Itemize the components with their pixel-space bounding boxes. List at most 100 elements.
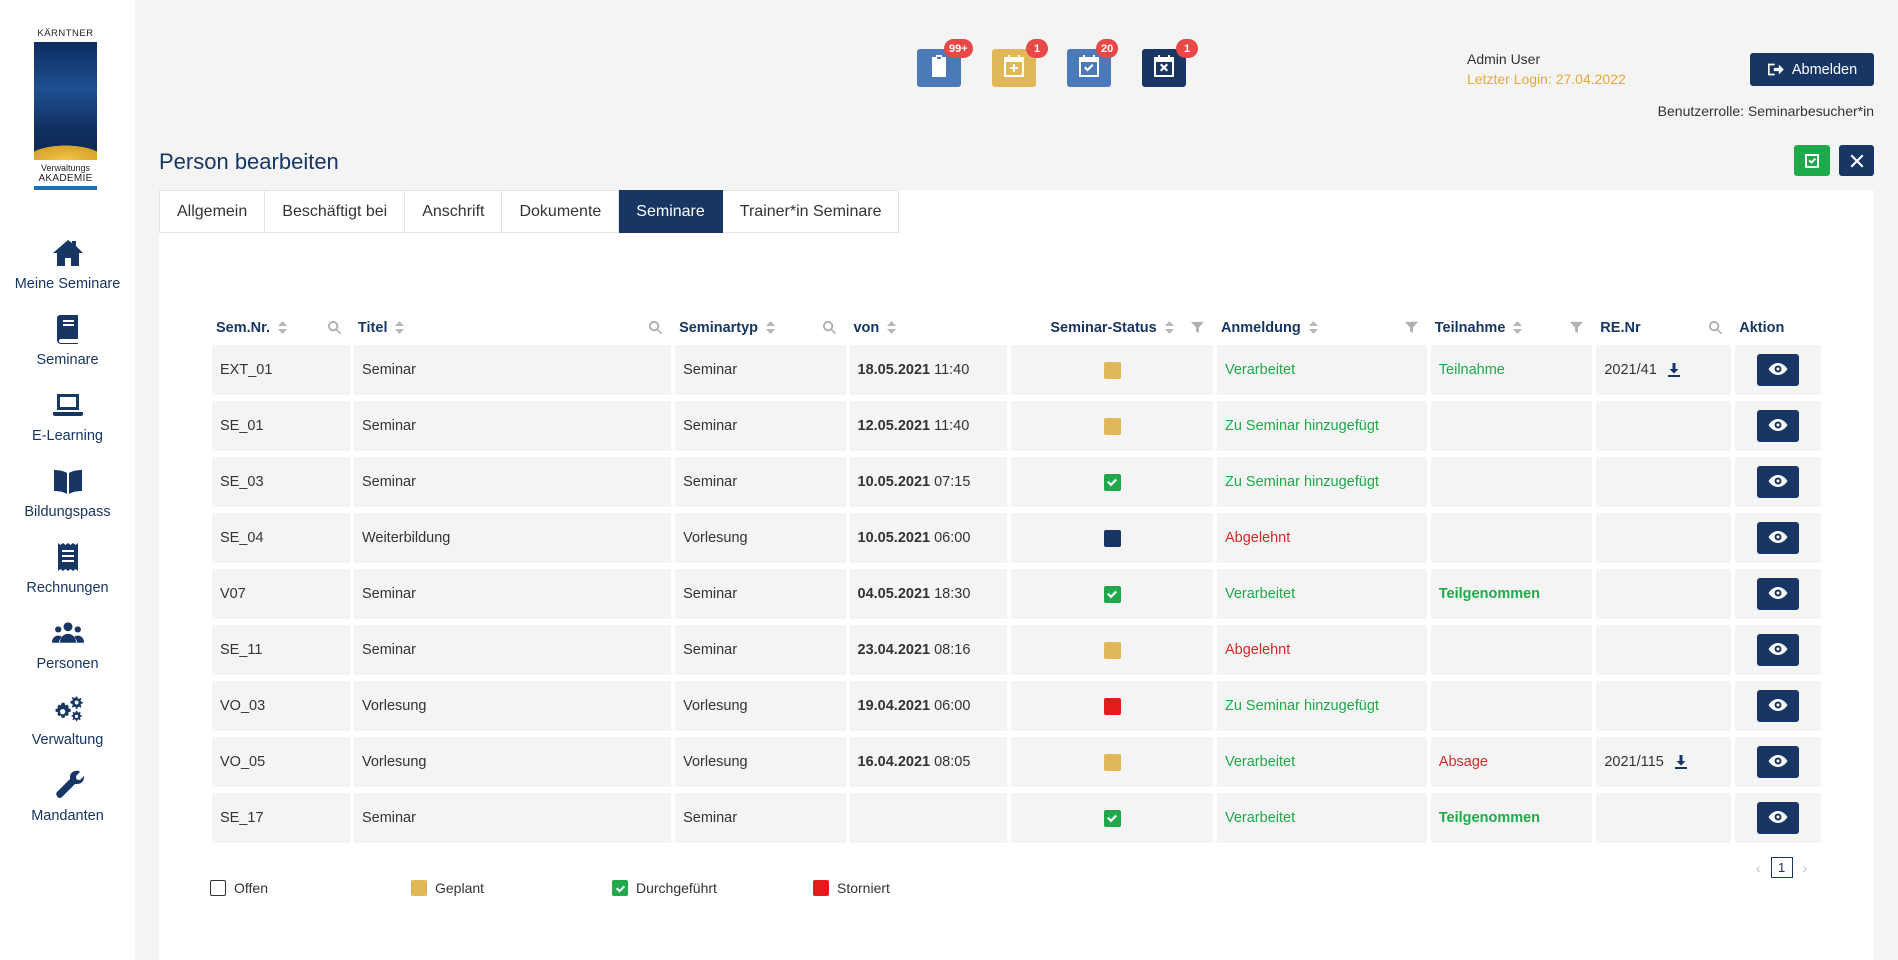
column-header-teilnahme[interactable]: Teilnahme — [1431, 310, 1593, 345]
search-icon[interactable] — [648, 320, 663, 335]
logout-button[interactable]: Abmelden — [1750, 53, 1874, 86]
cell-von: 19.04.2021 06:00 — [849, 681, 1008, 731]
save-button[interactable] — [1794, 145, 1830, 176]
logo-bar — [34, 186, 97, 190]
pagination-next[interactable]: › — [1802, 859, 1808, 876]
pagination: ‹ 1 › — [1756, 857, 1807, 878]
tab-dokumente[interactable]: Dokumente — [502, 190, 620, 233]
column-header-titel[interactable]: Titel — [354, 310, 671, 345]
tab-seminare[interactable]: Seminare — [619, 190, 723, 233]
column-header-re-nr[interactable]: RE.Nr — [1596, 310, 1731, 345]
sort-icon[interactable] — [278, 321, 287, 334]
close-button[interactable] — [1839, 145, 1874, 176]
cell-seminartyp: Vorlesung — [675, 513, 846, 563]
nav-item-seminare[interactable]: Seminare — [0, 314, 135, 390]
column-header-sem-nr-[interactable]: Sem.Nr. — [212, 310, 350, 345]
download-icon[interactable] — [1674, 755, 1688, 769]
header-calendar-x-button[interactable]: 1 — [1142, 39, 1198, 87]
seminartyp: Seminar — [683, 474, 738, 490]
nav-item-meine-seminare[interactable]: Meine Seminare — [0, 238, 135, 314]
table-row: SE_04 Weiterbildung Vorlesung 10.05.2021 06:… — [212, 513, 1825, 563]
nav-item-rechnungen[interactable]: Rechnungen — [0, 542, 135, 618]
column-header-aktion[interactable]: Aktion — [1735, 310, 1821, 345]
cell-teilnahme — [1430, 513, 1593, 563]
search-icon[interactable] — [1708, 320, 1723, 335]
filter-icon[interactable] — [1404, 320, 1419, 335]
column-header-seminar-status[interactable]: Seminar-Status — [1011, 310, 1213, 345]
sort-icon[interactable] — [1308, 321, 1318, 334]
sem-nr: VO_05 — [220, 754, 266, 770]
column-header-von[interactable]: von — [849, 310, 1007, 345]
view-button[interactable] — [1757, 802, 1800, 834]
cell-aktion — [1735, 737, 1822, 787]
view-button[interactable] — [1757, 522, 1800, 554]
clipboard-check-icon — [928, 54, 950, 83]
nav-item-personen[interactable]: Personen — [0, 618, 135, 694]
header-calendar-plus-button[interactable]: 1 — [992, 39, 1048, 87]
time: 11:40 — [934, 418, 970, 434]
nav-item-label: Bildungspass — [24, 504, 111, 520]
view-button[interactable] — [1757, 634, 1800, 666]
tab-anschrift[interactable]: Anschrift — [405, 190, 503, 233]
tab-trainer-in-seminare[interactable]: Trainer*in Seminare — [722, 190, 900, 233]
sem-nr: EXT_01 — [220, 362, 273, 378]
cell-anmeldung: Abgelehnt — [1216, 625, 1427, 675]
legend-label: Storniert — [837, 880, 890, 896]
check-square-icon — [1805, 153, 1819, 168]
cell-anmeldung: Zu Seminar hinzugefügt — [1216, 457, 1427, 507]
search-icon[interactable] — [327, 320, 342, 335]
sort-icon[interactable] — [1164, 321, 1174, 334]
sort-icon[interactable] — [887, 321, 897, 334]
cell-von: 10.05.2021 06:00 — [849, 513, 1008, 563]
cell-seminartyp: Seminar — [675, 793, 846, 843]
calendar-x-icon — [1153, 54, 1175, 83]
nav-item-bildungspass[interactable]: Bildungspass — [0, 466, 135, 542]
nav-item-e-learning[interactable]: E-Learning — [0, 390, 135, 466]
filter-icon[interactable] — [1190, 320, 1205, 335]
wrench-icon — [52, 770, 84, 805]
person-card: Allgemein Beschäftigt bei Anschrift Dokumen… — [159, 190, 1874, 960]
header-calendar-check-button[interactable]: 20 — [1067, 39, 1119, 87]
search-icon[interactable] — [822, 320, 837, 335]
view-button[interactable] — [1757, 690, 1800, 722]
re-nr: 2021/41 — [1604, 362, 1657, 378]
view-button[interactable] — [1757, 354, 1800, 386]
users-icon — [51, 618, 84, 653]
status-geplant-icon — [1103, 417, 1121, 435]
sort-icon[interactable] — [766, 321, 776, 334]
column-header-anmeldung[interactable]: Anmeldung — [1217, 310, 1427, 345]
nav-item-verwaltung[interactable]: Verwaltung — [0, 694, 135, 770]
column-header-label: Titel — [357, 319, 388, 336]
anmeldung-status: Verarbeitet — [1224, 754, 1296, 770]
cell-von: 12.05.2021 11:40 — [849, 401, 1008, 451]
date: 10.05.2021 — [857, 474, 931, 490]
header-clipboard-check-button[interactable]: 99+ — [917, 39, 973, 87]
cell-anmeldung: Zu Seminar hinzugefügt — [1216, 401, 1427, 451]
legend-label: Offen — [234, 880, 268, 896]
view-button[interactable] — [1757, 578, 1800, 610]
view-button[interactable] — [1757, 746, 1800, 778]
pagination-prev[interactable]: ‹ — [1756, 859, 1761, 876]
download-icon[interactable] — [1667, 363, 1681, 377]
cell-titel: Seminar — [353, 793, 672, 843]
anmeldung-status: Abgelehnt — [1224, 642, 1291, 658]
time: 18:30 — [934, 586, 971, 602]
filter-icon[interactable] — [1569, 320, 1584, 335]
logout-label: Abmelden — [1791, 61, 1858, 78]
date: 16.04.2021 — [857, 754, 931, 770]
view-button[interactable] — [1757, 466, 1800, 498]
column-header-seminartyp[interactable]: Seminartyp — [675, 310, 845, 345]
tab-beschäftigt-bei[interactable]: Beschäftigt bei — [265, 190, 406, 233]
seminar-table: Sem.Nr. Titel Seminartyp von Seminar-Status A… — [212, 310, 1825, 843]
nav-item-mandanten[interactable]: Mandanten — [0, 770, 135, 846]
sort-icon[interactable] — [395, 321, 405, 334]
legend-offen-icon — [210, 880, 226, 896]
pagination-page[interactable]: 1 — [1770, 857, 1793, 878]
cell-sem-nr: SE_17 — [212, 793, 350, 843]
cell-seminartyp: Seminar — [675, 457, 846, 507]
anmeldung-status: Verarbeitet — [1224, 586, 1296, 602]
view-button[interactable] — [1757, 410, 1800, 442]
tab-allgemein[interactable]: Allgemein — [159, 190, 266, 233]
cell-seminar-status — [1011, 737, 1213, 787]
sort-icon[interactable] — [1513, 321, 1523, 334]
